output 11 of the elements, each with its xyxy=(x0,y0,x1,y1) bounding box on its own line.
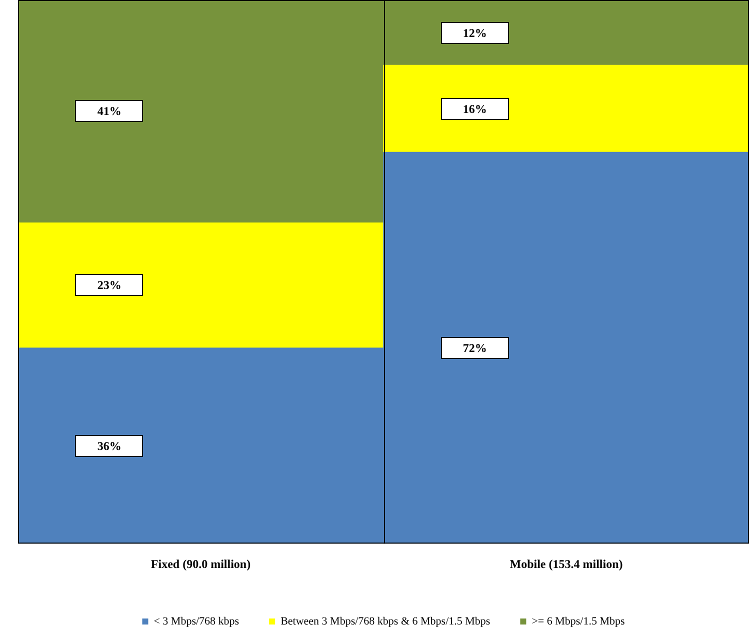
legend-label: >= 6 Mbps/1.5 Mbps xyxy=(532,615,625,628)
data-label: 41% xyxy=(97,104,122,118)
legend-label: Between 3 Mbps/768 kbps & 6 Mbps/1.5 Mbps xyxy=(280,615,490,628)
legend-label: < 3 Mbps/768 kbps xyxy=(154,615,240,628)
data-label: 36% xyxy=(97,438,122,453)
data-label: 72% xyxy=(462,340,487,355)
data-label: 16% xyxy=(462,102,487,116)
x-tick-label: Mobile (153.4 million) xyxy=(510,556,623,571)
x-tick-label: Fixed (90.0 million) xyxy=(150,556,251,571)
data-label: 12% xyxy=(462,26,487,40)
data-label: 23% xyxy=(97,278,122,292)
